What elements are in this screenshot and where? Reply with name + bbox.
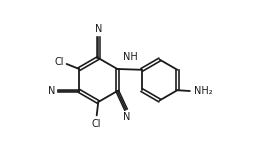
Text: Cl: Cl — [92, 119, 102, 128]
Text: Cl: Cl — [55, 57, 64, 67]
Text: NH₂: NH₂ — [194, 86, 212, 96]
Text: N: N — [48, 86, 55, 96]
Text: NH: NH — [123, 52, 138, 62]
Text: N: N — [123, 112, 130, 122]
Text: N: N — [94, 24, 102, 34]
